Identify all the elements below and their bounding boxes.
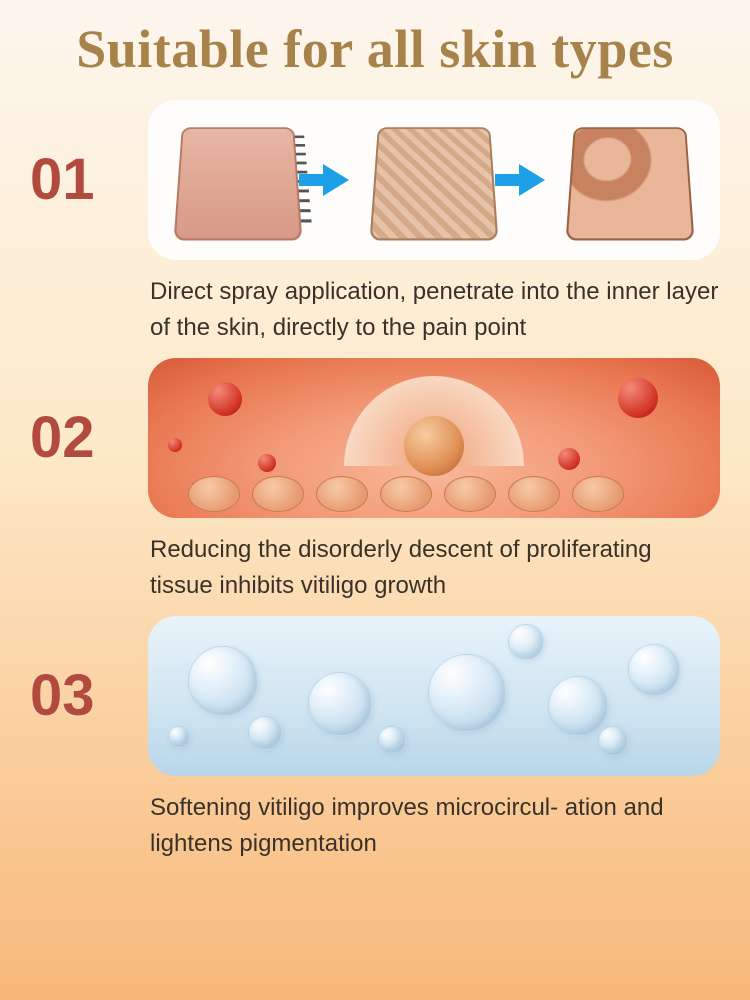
- sections-container: 01 Direct spray application, penetrate i…: [0, 80, 750, 862]
- skin-layer-3-icon: [565, 127, 694, 240]
- water-bubble-icon: [248, 716, 282, 750]
- tissue-cell-icon: [380, 476, 432, 512]
- tissue-cell-icon: [252, 476, 304, 512]
- water-bubble-icon: [188, 646, 258, 716]
- tissue-cell-icon: [572, 476, 624, 512]
- section-01-description: Direct spray application, penetrate into…: [30, 260, 720, 346]
- red-sphere-icon: [258, 454, 276, 472]
- section-02-illustration: [148, 358, 720, 518]
- red-sphere-icon: [208, 382, 242, 416]
- water-bubble-icon: [598, 726, 628, 756]
- cell-core-icon: [404, 416, 464, 476]
- red-sphere-icon: [168, 438, 182, 452]
- section-03-description: Softening vitiligo improves microcircul-…: [30, 776, 720, 862]
- section-02: 02 Reducing the disorderly descent of pr…: [30, 358, 720, 604]
- section-03-row: 03: [30, 616, 720, 776]
- page-title: Suitable for all skin types: [0, 0, 750, 80]
- red-sphere-icon: [618, 378, 658, 418]
- water-bubble-icon: [628, 644, 680, 696]
- section-02-number: 02: [30, 409, 130, 467]
- red-sphere-icon: [558, 448, 580, 470]
- tissue-cell-icon: [508, 476, 560, 512]
- skin-layer-1-icon: [174, 127, 303, 240]
- arrow-right-icon: [519, 164, 545, 196]
- arrow-right-icon: [323, 164, 349, 196]
- section-01: 01 Direct spray application, penetrate i…: [30, 100, 720, 346]
- water-bubble-icon: [548, 676, 608, 736]
- section-03-illustration: [148, 616, 720, 776]
- tissue-cell-icon: [188, 476, 240, 512]
- tissue-cell-icon: [316, 476, 368, 512]
- skin-layer-2-icon: [370, 127, 499, 240]
- water-bubble-icon: [428, 654, 506, 732]
- section-03-number: 03: [30, 667, 130, 725]
- section-03: 03 Softening vitiligo improves microcirc…: [30, 616, 720, 862]
- section-01-illustration: [148, 100, 720, 260]
- section-01-number: 01: [30, 151, 130, 209]
- water-bubble-icon: [378, 726, 406, 754]
- section-02-row: 02: [30, 358, 720, 518]
- section-01-row: 01: [30, 100, 720, 260]
- water-bubble-icon: [308, 672, 372, 736]
- section-02-description: Reducing the disorderly descent of proli…: [30, 518, 720, 604]
- tissue-cell-icon: [444, 476, 496, 512]
- water-bubble-icon: [508, 624, 544, 660]
- water-bubble-icon: [168, 726, 190, 748]
